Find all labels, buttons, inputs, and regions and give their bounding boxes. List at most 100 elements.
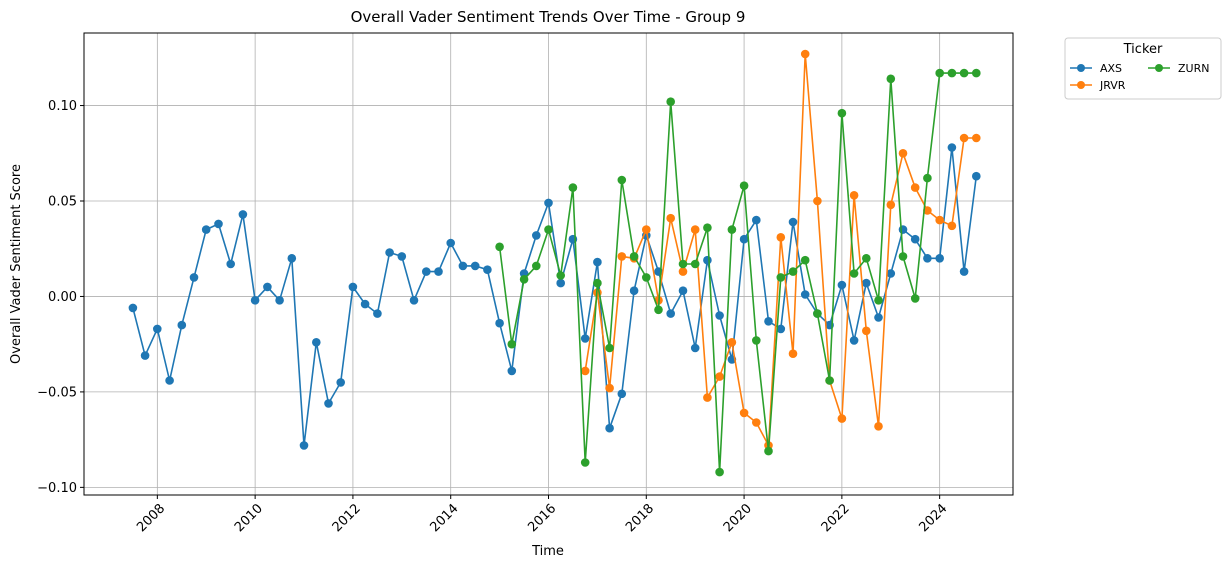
data-point-zurn bbox=[849, 269, 859, 278]
legend-box bbox=[1064, 37, 1222, 100]
data-point-zurn bbox=[715, 467, 724, 477]
data-point-jrvr bbox=[605, 383, 614, 393]
data-point-axs bbox=[348, 282, 358, 292]
data-point-axs bbox=[678, 286, 688, 296]
series-axs bbox=[128, 143, 981, 450]
data-point-jrvr bbox=[837, 414, 847, 423]
data-point-zurn bbox=[972, 68, 981, 78]
data-point-jrvr bbox=[788, 349, 798, 359]
data-point-zurn bbox=[776, 273, 786, 282]
data-point-zurn bbox=[519, 275, 529, 284]
legend-item-jrvr: JRVR bbox=[1070, 79, 1126, 92]
y-axis: −0.10 −0.05 0.00 0.05 0.10 bbox=[37, 99, 84, 496]
data-point-axs bbox=[507, 366, 517, 376]
data-point-zurn bbox=[666, 97, 675, 106]
data-point-zurn bbox=[935, 68, 944, 78]
data-point-zurn bbox=[764, 446, 773, 456]
data-point-zurn bbox=[617, 175, 627, 185]
legend-label: AXS bbox=[1100, 62, 1122, 75]
legend-label: JRVR bbox=[1099, 79, 1126, 92]
data-point-jrvr bbox=[959, 133, 969, 143]
data-point-jrvr bbox=[727, 338, 737, 347]
data-point-zurn bbox=[886, 74, 896, 84]
data-point-zurn bbox=[544, 225, 553, 234]
data-point-axs bbox=[862, 278, 871, 288]
data-point-axs bbox=[287, 253, 297, 263]
legend-marker bbox=[1155, 64, 1163, 72]
data-point-jrvr bbox=[947, 221, 957, 231]
legend-title: Ticker bbox=[1123, 42, 1163, 57]
data-point-jrvr bbox=[910, 183, 920, 192]
data-point-jrvr bbox=[923, 206, 932, 215]
y-tick-label: 0.00 bbox=[48, 290, 77, 305]
data-point-jrvr bbox=[935, 215, 944, 225]
data-point-axs bbox=[947, 143, 957, 152]
data-point-axs bbox=[556, 278, 565, 288]
legend-entries: AXS JRVR ZURN bbox=[1070, 62, 1209, 92]
data-point-zurn bbox=[593, 278, 602, 288]
data-point-zurn bbox=[642, 273, 651, 282]
data-point-jrvr bbox=[972, 133, 981, 143]
data-point-axs bbox=[703, 255, 712, 265]
data-point-zurn bbox=[580, 458, 590, 467]
legend-label: ZURN bbox=[1178, 62, 1209, 75]
data-point-zurn bbox=[825, 376, 834, 385]
data-point-axs bbox=[397, 252, 407, 261]
data-point-zurn bbox=[654, 305, 663, 315]
data-point-zurn bbox=[800, 255, 810, 265]
legend-item-axs: AXS bbox=[1070, 62, 1122, 75]
data-point-axs bbox=[666, 309, 675, 318]
data-point-jrvr bbox=[886, 200, 896, 210]
data-point-jrvr bbox=[874, 422, 883, 431]
data-point-axs bbox=[458, 261, 468, 271]
data-point-jrvr bbox=[703, 393, 712, 402]
data-point-axs bbox=[617, 389, 627, 399]
y-axis-label: Overall Vader Sentiment Score bbox=[9, 164, 24, 364]
data-point-axs bbox=[495, 318, 504, 328]
data-point-zurn bbox=[690, 259, 700, 269]
data-point-jrvr bbox=[776, 233, 786, 242]
data-point-axs bbox=[373, 309, 382, 318]
data-point-axs bbox=[849, 336, 859, 345]
data-point-jrvr bbox=[690, 225, 700, 234]
data-point-axs bbox=[263, 282, 272, 292]
data-point-axs bbox=[128, 303, 138, 313]
data-point-jrvr bbox=[800, 49, 810, 59]
data-point-zurn bbox=[507, 339, 517, 349]
data-point-axs bbox=[446, 238, 456, 248]
series-zurn bbox=[495, 68, 981, 477]
data-point-zurn bbox=[727, 225, 737, 234]
data-point-axs bbox=[690, 343, 700, 353]
data-point-axs bbox=[923, 253, 932, 263]
data-point-axs bbox=[886, 269, 896, 278]
data-point-axs bbox=[201, 225, 211, 234]
series-line-zurn bbox=[498, 72, 977, 473]
data-point-axs bbox=[959, 267, 969, 276]
x-axis-label: Time bbox=[531, 544, 564, 559]
data-point-axs bbox=[874, 313, 883, 322]
data-point-axs bbox=[580, 334, 590, 343]
data-point-axs bbox=[605, 423, 614, 433]
data-point-zurn bbox=[605, 343, 614, 353]
data-point-zurn bbox=[495, 242, 504, 252]
data-point-zurn bbox=[556, 271, 565, 280]
data-point-axs bbox=[153, 324, 162, 334]
data-point-jrvr bbox=[617, 252, 627, 261]
series-line-axs bbox=[132, 146, 978, 447]
data-point-zurn bbox=[678, 259, 688, 269]
data-point-zurn bbox=[752, 336, 761, 345]
data-point-zurn bbox=[898, 252, 908, 261]
data-point-axs bbox=[336, 378, 346, 387]
chart-title: Overall Vader Sentiment Trends Over Time… bbox=[351, 8, 746, 26]
data-point-zurn bbox=[910, 294, 920, 303]
data-point-zurn bbox=[532, 261, 541, 271]
data-point-axs bbox=[324, 399, 333, 408]
data-point-axs bbox=[250, 296, 260, 305]
legend-item-zurn: ZURN bbox=[1148, 62, 1209, 75]
data-point-axs bbox=[739, 234, 749, 244]
data-point-zurn bbox=[837, 108, 847, 118]
data-point-jrvr bbox=[580, 366, 590, 376]
data-point-axs bbox=[764, 317, 773, 326]
